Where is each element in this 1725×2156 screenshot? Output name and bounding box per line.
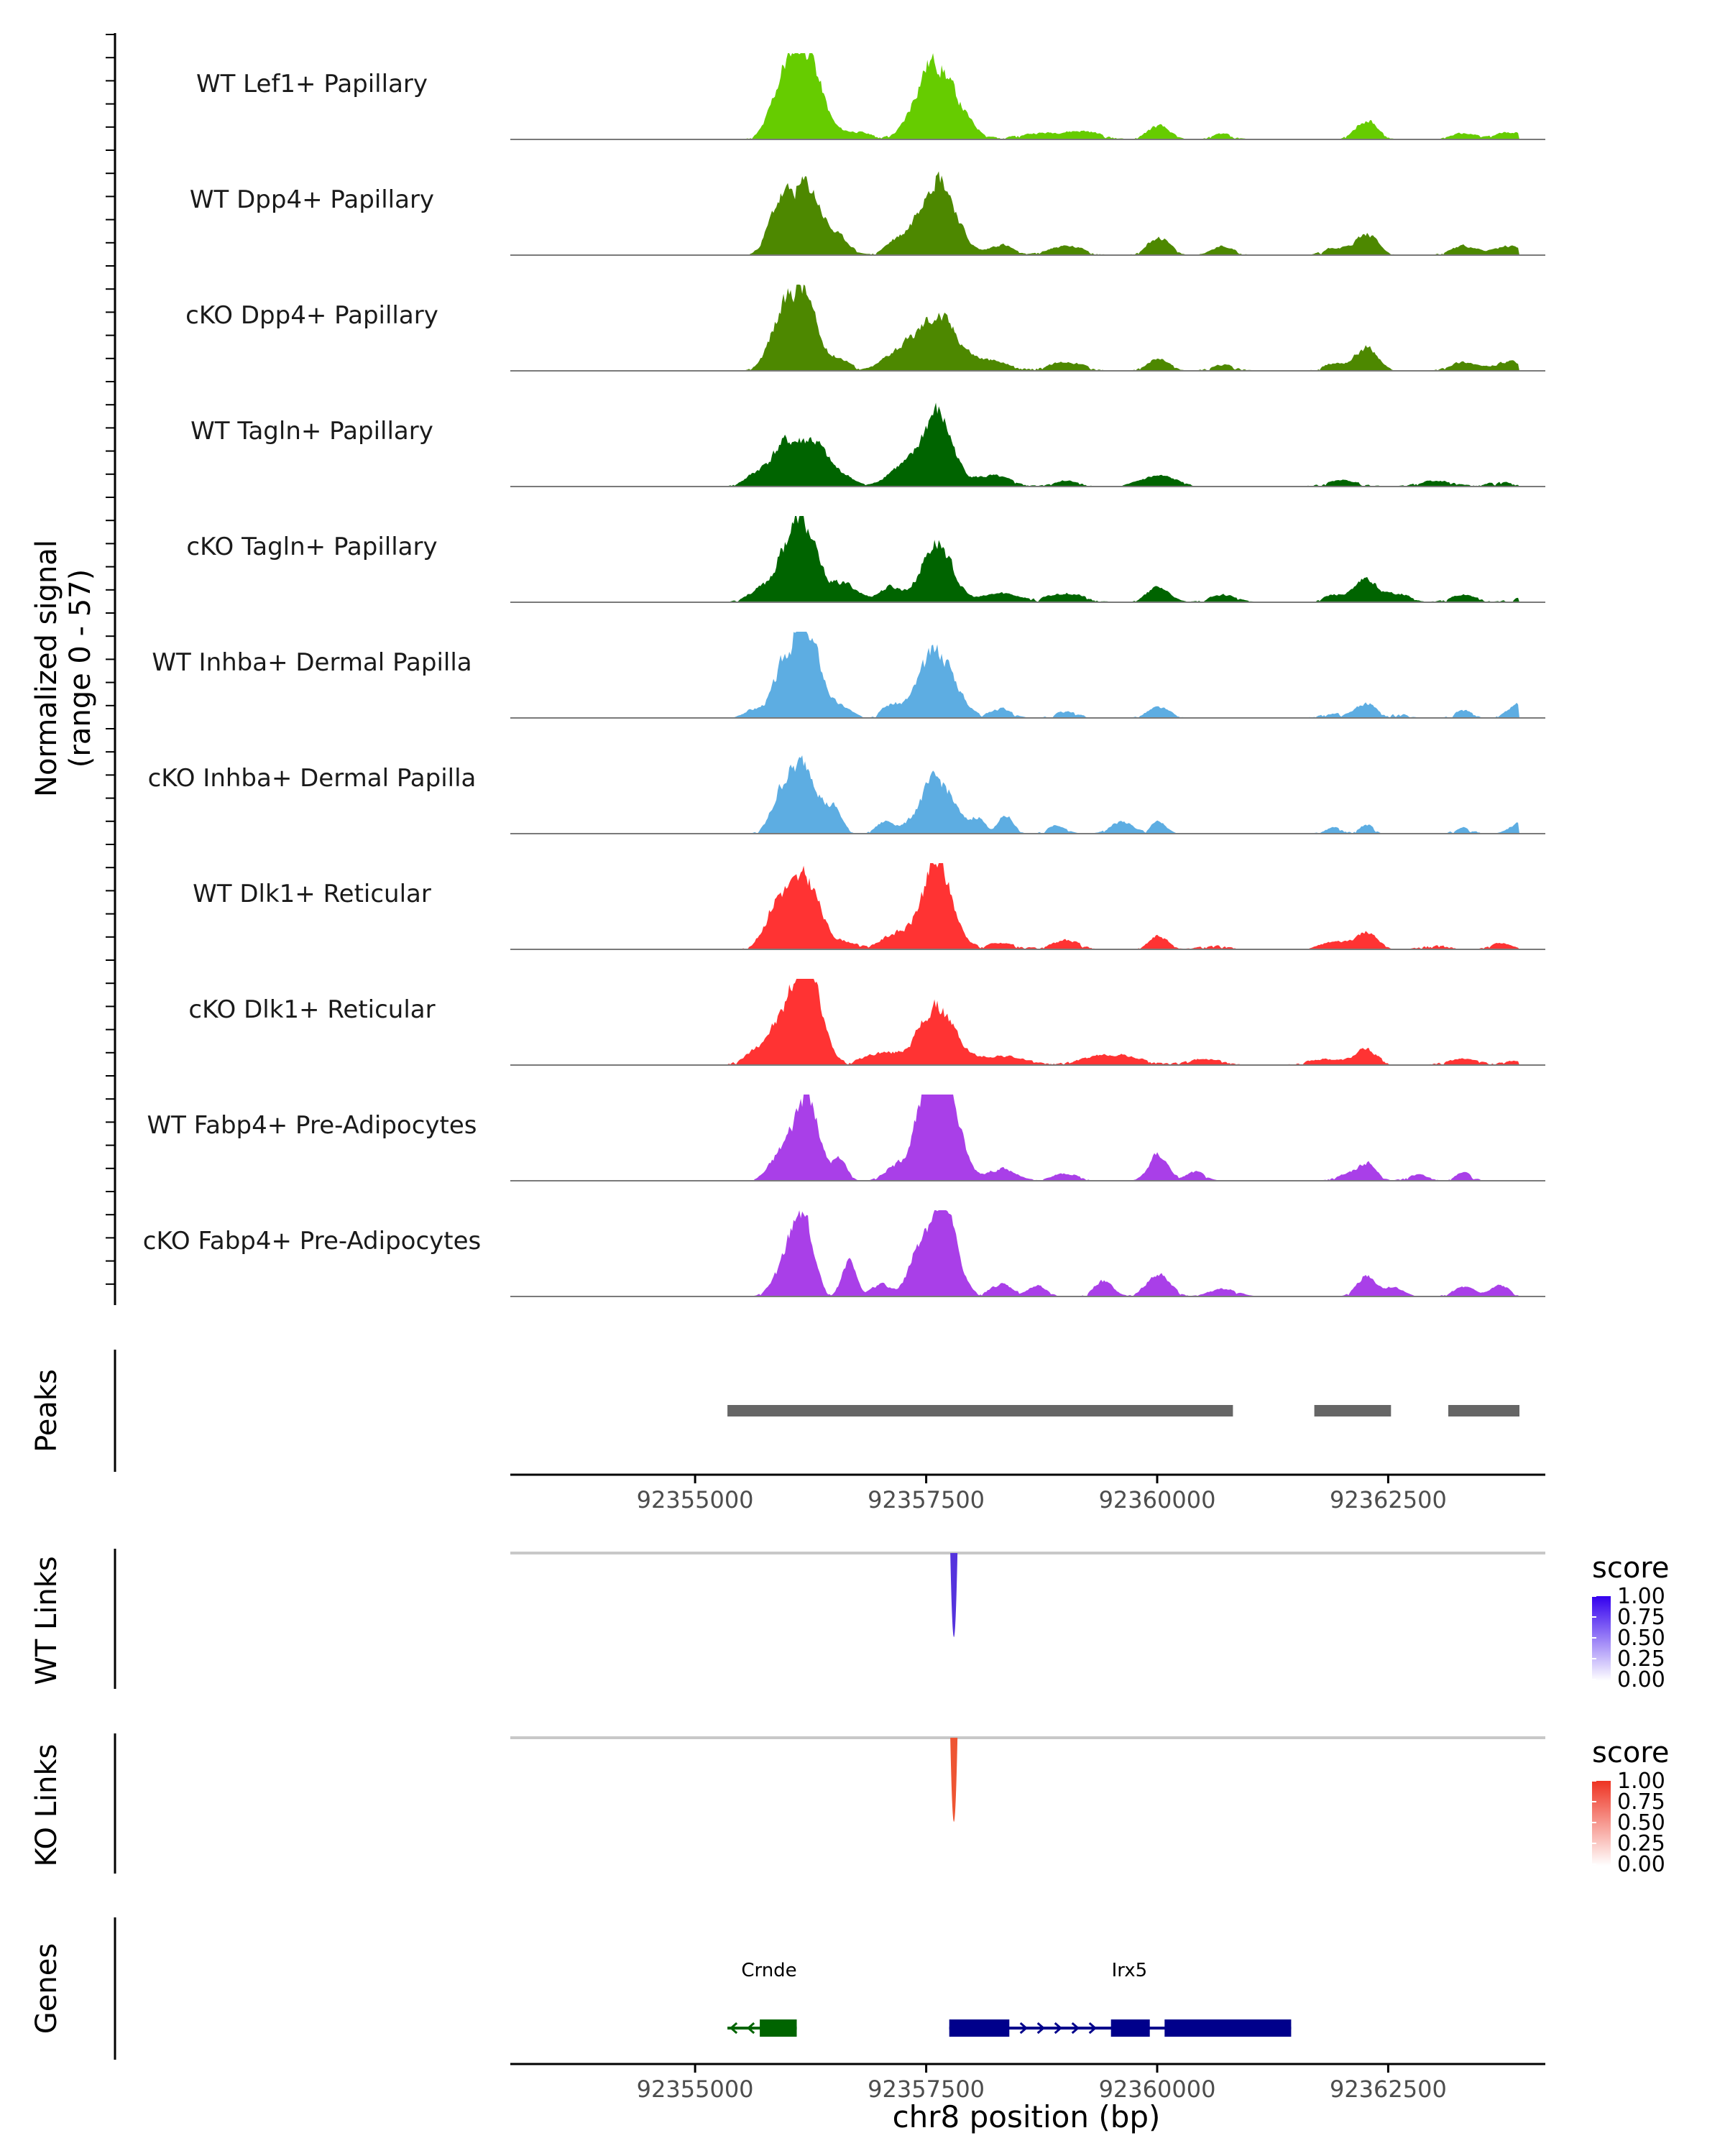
coverage-track: cKO Dlk1+ Reticular (188, 979, 1545, 1066)
legend-label: 0.25 (1617, 1646, 1665, 1672)
track-label: WT Dpp4+ Papillary (190, 185, 434, 214)
peaks-panel: Peaks 92355000 92357500 92360000 92362500 (30, 1350, 1545, 1514)
peak-region (1314, 1405, 1392, 1416)
track-label: cKO Inhba+ Dermal Papilla (148, 764, 477, 793)
gene-name-label: Crnde (741, 1960, 796, 1981)
coverage-area (727, 863, 1519, 949)
track-label: cKO Dpp4+ Papillary (185, 301, 438, 330)
genes-x-axis-ticks: 92355000 92357500 92360000 92362500 (637, 2064, 1447, 2103)
legend-label: 0.25 (1617, 1831, 1665, 1856)
coverage-y-axis-title: Normalized signal (30, 540, 63, 797)
coverage-area (727, 979, 1519, 1065)
link-arc (950, 1553, 958, 1637)
x-axis-tick-label: 92357500 (868, 1486, 985, 1514)
track-label: WT Lef1+ Papillary (196, 70, 428, 98)
coverage-y-axis-range: (range 0 - 57) (64, 569, 97, 768)
strand-chevron (1071, 2022, 1080, 2035)
x-axis-tick-label: 92357500 (868, 2076, 985, 2103)
legend-label: 0.50 (1617, 1810, 1665, 1835)
coverage-area (727, 171, 1519, 255)
gene-models: Crnde Irx5 (727, 1960, 1292, 2037)
gene-exon (1164, 2019, 1292, 2037)
peaks-x-axis-ticks: 92355000 92357500 92360000 92362500 (637, 1475, 1447, 1514)
legend-label: 0.50 (1617, 1626, 1665, 1651)
links-track-label: KO Links (30, 1744, 63, 1867)
gene-exon (949, 2019, 1010, 2037)
genes-panel: Genes Crnde Irx5 92355000 92357500 92360000… (30, 1917, 1545, 2134)
peak-region (1448, 1405, 1519, 1416)
links-track-label: WT Links (30, 1556, 63, 1685)
gene-name-label: Irx5 (1112, 1960, 1148, 1981)
coverage-track: cKO Inhba+ Dermal Papilla (148, 755, 1545, 834)
coverage-area (727, 402, 1519, 487)
legend-title: score (1592, 1552, 1669, 1585)
x-axis-tick-label: 92362500 (1330, 1486, 1447, 1514)
legend-label: 0.75 (1617, 1605, 1665, 1630)
legend-label: 1.00 (1617, 1584, 1665, 1609)
legend-label: 0.75 (1617, 1789, 1665, 1815)
track-label: cKO Tagln+ Papillary (186, 533, 437, 561)
x-axis-title: chr8 position (bp) (893, 2099, 1161, 2134)
link-arc (950, 1738, 958, 1822)
coverage-area (727, 1095, 1519, 1181)
strand-chevron (729, 2022, 738, 2035)
coverage-panel: Normalized signal (range 0 - 57) WT Lef1… (30, 33, 1545, 1305)
x-axis-tick-label: 92360000 (1099, 1486, 1216, 1514)
coverage-area (727, 285, 1519, 371)
coverage-track: WT Dpp4+ Papillary (190, 171, 1545, 256)
strand-chevron (1054, 2022, 1062, 2035)
coverage-area (727, 1210, 1519, 1296)
peak-region (727, 1405, 1233, 1416)
strand-chevron (1019, 2022, 1028, 2035)
x-axis-tick-label: 92360000 (1099, 2076, 1216, 2103)
x-axis-tick-label: 92355000 (637, 1486, 754, 1514)
coverage-area (727, 53, 1519, 139)
track-label: WT Tagln+ Papillary (190, 417, 433, 446)
gene-exon (1110, 2019, 1150, 2037)
coverage-area (727, 516, 1519, 602)
legend-label: 0.00 (1617, 1852, 1665, 1877)
peak-regions (727, 1405, 1519, 1416)
strand-chevron (746, 2022, 755, 2035)
gene-model: Irx5 (949, 1960, 1292, 2037)
x-axis-tick-label: 92362500 (1330, 2076, 1447, 2103)
coverage-track: cKO Fabp4+ Pre-Adipocytes (143, 1210, 1545, 1297)
coverage-tracks: WT Lef1+ Papillary WT Dpp4+ Papillary cKO … (143, 53, 1545, 1297)
peaks-track-label: Peaks (30, 1369, 63, 1452)
track-label: cKO Fabp4+ Pre-Adipocytes (143, 1227, 482, 1256)
coverage-track: WT Inhba+ Dermal Papilla (152, 632, 1545, 719)
coverage-track: WT Tagln+ Papillary (190, 402, 1545, 487)
legend-title: score (1592, 1736, 1669, 1769)
coverage-track: WT Lef1+ Papillary (196, 53, 1545, 140)
strand-chevron (1036, 2022, 1045, 2035)
genes-track-label: Genes (30, 1943, 63, 2034)
coverage-area (727, 755, 1519, 834)
gene-exon (760, 2019, 797, 2037)
track-label: WT Inhba+ Dermal Papilla (152, 648, 472, 677)
gene-model: Crnde (727, 1960, 797, 2037)
coverage-track: cKO Tagln+ Papillary (186, 516, 1545, 603)
coverage-area (727, 632, 1519, 718)
coverage-y-axis-ticks (106, 34, 115, 1285)
legend-label: 1.00 (1617, 1769, 1665, 1794)
track-label: WT Dlk1+ Reticular (193, 880, 431, 908)
track-label: cKO Dlk1+ Reticular (188, 995, 435, 1024)
x-axis-tick-label: 92355000 (637, 2076, 754, 2103)
coverage-track: cKO Dpp4+ Papillary (185, 285, 1545, 372)
coverage-track: WT Dlk1+ Reticular (193, 863, 1545, 950)
coverage-track: WT Fabp4+ Pre-Adipocytes (147, 1095, 1545, 1181)
legend-label: 0.00 (1617, 1667, 1665, 1692)
track-label: WT Fabp4+ Pre-Adipocytes (147, 1111, 477, 1140)
strand-chevron (1088, 2022, 1097, 2035)
